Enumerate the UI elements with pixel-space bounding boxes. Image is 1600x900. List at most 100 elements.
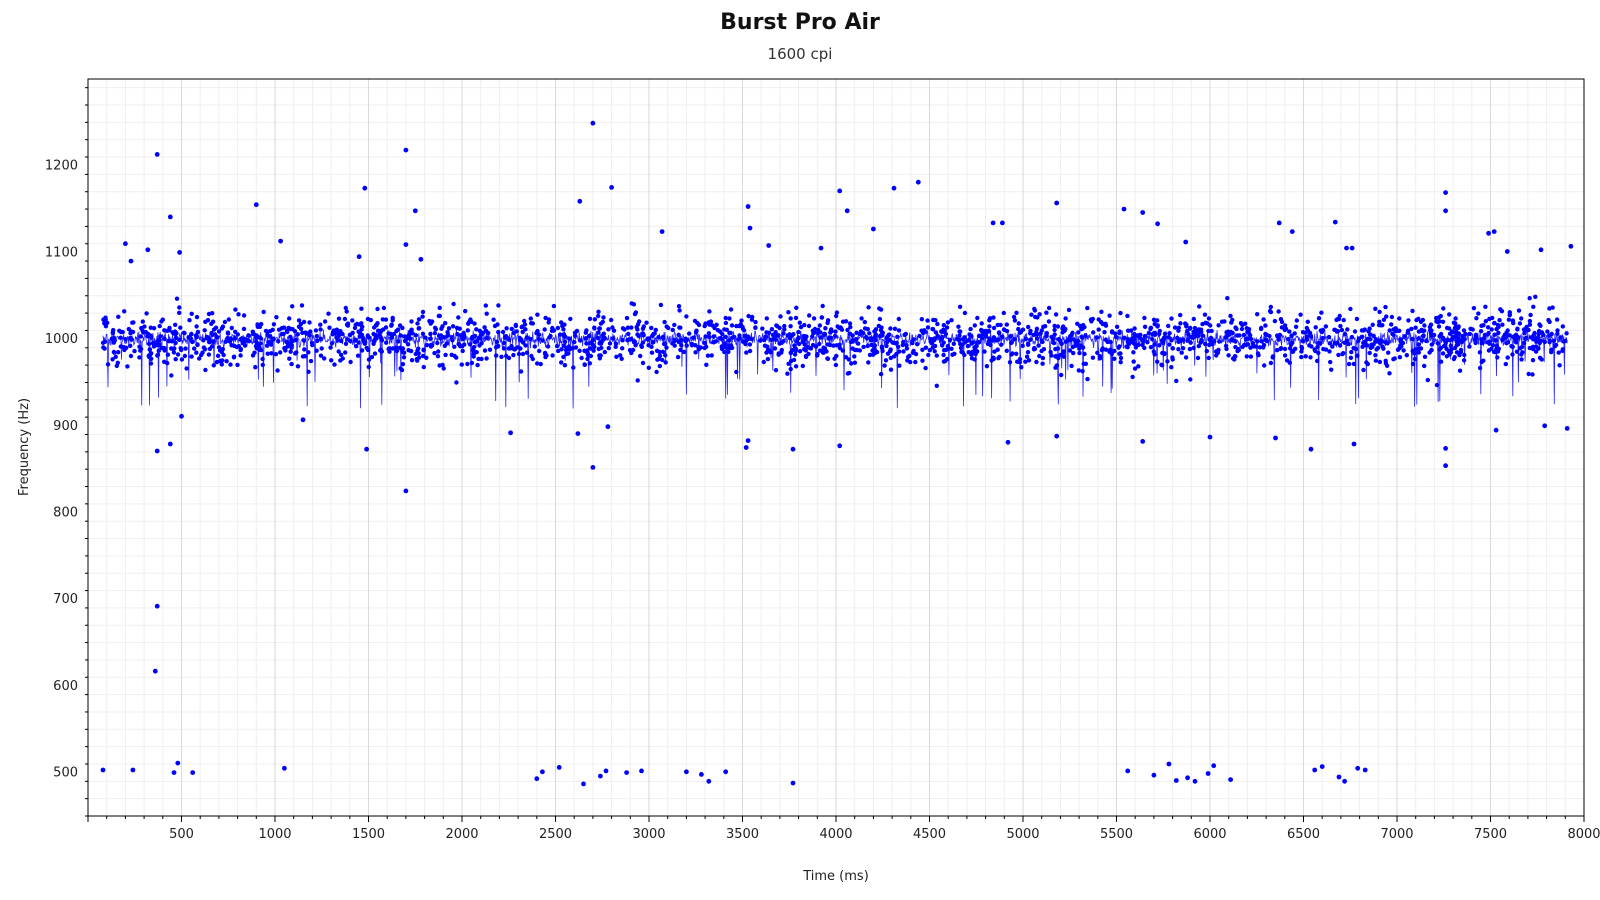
- data-point: [1170, 357, 1175, 362]
- data-point: [1004, 348, 1009, 353]
- data-point: [781, 339, 786, 344]
- data-point: [806, 323, 812, 329]
- y-axis-label: Frequency (Hz): [17, 398, 32, 496]
- data-point: [1008, 334, 1013, 339]
- data-point: [582, 362, 587, 367]
- data-point: [389, 323, 394, 328]
- data-point: [1142, 334, 1148, 339]
- data-point: [638, 353, 643, 359]
- data-point: [1032, 306, 1037, 312]
- data-point: [140, 319, 145, 324]
- data-point: [1486, 230, 1491, 236]
- data-point: [550, 325, 555, 331]
- data-point: [364, 446, 369, 452]
- data-point: [170, 330, 175, 335]
- x-tick-label: 6500: [1287, 827, 1320, 842]
- data-point: [1083, 361, 1089, 366]
- data-point: [1304, 325, 1310, 331]
- data-point: [123, 241, 128, 247]
- data-point: [1142, 315, 1147, 321]
- data-point: [1017, 357, 1023, 362]
- data-point: [328, 345, 333, 350]
- data-point: [854, 347, 860, 353]
- data-point: [577, 348, 582, 353]
- data-point: [1130, 374, 1135, 380]
- data-point: [1225, 296, 1230, 301]
- data-point: [1342, 331, 1348, 337]
- data-point: [1001, 327, 1007, 332]
- data-point: [1533, 349, 1539, 354]
- data-point: [1151, 772, 1157, 778]
- data-point: [792, 352, 798, 357]
- data-point: [610, 336, 616, 341]
- data-point: [1514, 340, 1519, 345]
- data-point: [509, 326, 514, 332]
- data-point: [403, 488, 409, 494]
- data-point: [810, 334, 815, 339]
- data-point: [1438, 359, 1444, 364]
- data-point: [493, 345, 499, 350]
- data-point: [991, 335, 997, 340]
- data-point: [1354, 316, 1360, 322]
- data-point: [584, 341, 589, 346]
- data-point: [228, 362, 233, 367]
- data-point: [1109, 329, 1115, 334]
- data-point: [790, 446, 796, 452]
- data-point: [184, 366, 189, 371]
- data-point: [592, 326, 597, 331]
- data-point: [823, 326, 828, 331]
- data-point: [365, 316, 371, 322]
- data-point: [758, 338, 763, 343]
- data-point: [1397, 316, 1402, 321]
- data-point: [1184, 324, 1189, 329]
- data-point: [428, 336, 433, 341]
- data-point: [932, 349, 937, 354]
- data-point: [420, 314, 425, 319]
- data-point: [1238, 321, 1244, 326]
- data-point: [1318, 328, 1324, 333]
- data-point: [941, 352, 946, 358]
- data-point: [743, 341, 748, 347]
- data-point: [499, 354, 504, 359]
- data-point: [183, 346, 188, 351]
- data-point: [235, 362, 240, 368]
- data-point: [1290, 340, 1295, 345]
- data-point: [190, 770, 196, 775]
- data-point: [1025, 350, 1031, 355]
- data-point: [201, 338, 206, 343]
- data-point: [885, 333, 891, 338]
- data-point: [1519, 316, 1524, 321]
- data-point: [802, 342, 808, 347]
- data-point: [995, 347, 1000, 352]
- data-point: [1026, 342, 1031, 347]
- data-point: [1309, 344, 1314, 349]
- data-point: [973, 347, 978, 352]
- data-point: [402, 334, 407, 339]
- data-point: [474, 350, 479, 355]
- data-point: [1009, 340, 1014, 346]
- chart-subtitle: 1600 cpi: [767, 45, 833, 63]
- data-point: [891, 354, 897, 359]
- data-point: [1183, 239, 1189, 245]
- data-point: [726, 338, 732, 343]
- data-point: [423, 335, 428, 340]
- data-point: [1471, 306, 1477, 311]
- data-point: [384, 340, 389, 345]
- data-point: [1349, 245, 1355, 251]
- data-point: [283, 348, 288, 353]
- data-point: [274, 315, 279, 320]
- data-point: [1446, 326, 1452, 331]
- data-point: [1510, 352, 1515, 357]
- data-point: [1373, 353, 1378, 358]
- data-point: [1375, 338, 1381, 343]
- data-point: [154, 152, 160, 157]
- data-point: [1267, 308, 1273, 314]
- data-point: [220, 324, 226, 329]
- data-point: [1327, 341, 1333, 346]
- data-point: [664, 324, 669, 329]
- data-point: [409, 319, 414, 324]
- data-point: [676, 304, 682, 309]
- data-point: [1289, 333, 1294, 339]
- data-point: [503, 335, 508, 340]
- data-point: [557, 332, 563, 337]
